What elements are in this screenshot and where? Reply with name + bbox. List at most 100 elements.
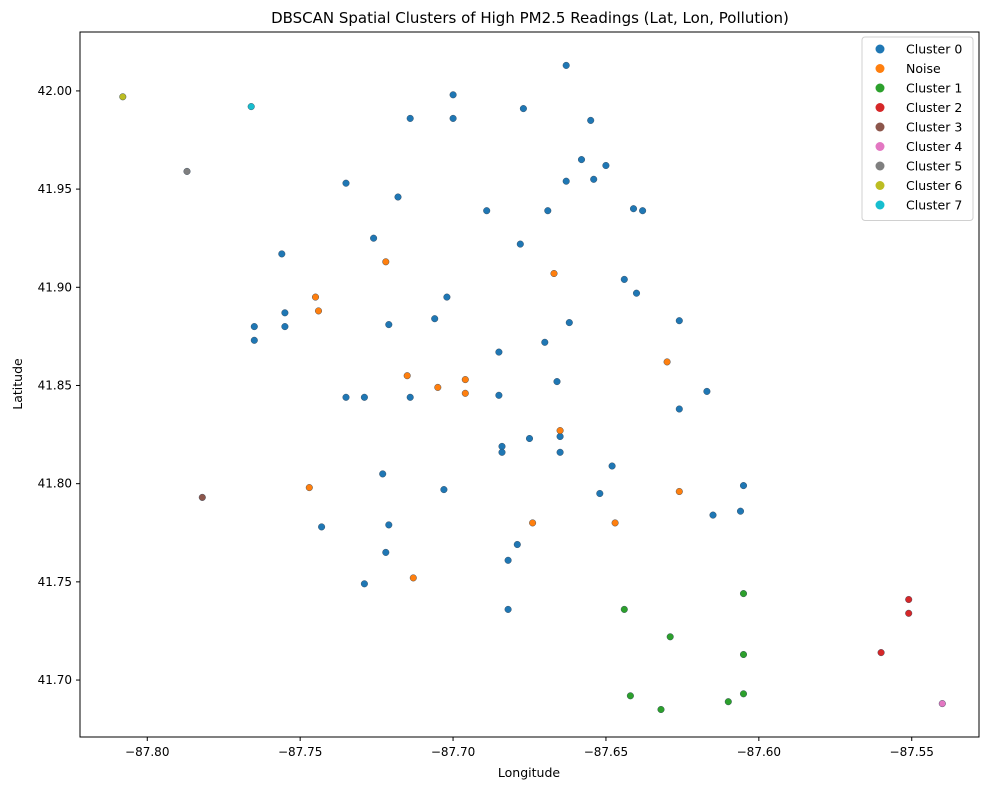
legend-label: Cluster 1 <box>906 81 962 96</box>
legend-label: Cluster 6 <box>906 178 962 193</box>
data-point <box>526 435 534 443</box>
data-point <box>590 175 598 183</box>
data-point <box>639 207 647 215</box>
x-tick-label: −87.60 <box>737 745 781 759</box>
series-cluster-2 <box>877 596 913 657</box>
data-point <box>495 348 503 356</box>
data-point <box>483 207 491 215</box>
data-point <box>633 289 641 297</box>
data-point <box>318 523 326 531</box>
data-point <box>250 323 258 331</box>
data-point <box>360 393 368 401</box>
data-point <box>740 482 748 490</box>
data-point <box>740 590 748 598</box>
data-point <box>406 114 414 122</box>
data-point <box>504 556 512 564</box>
data-point <box>663 358 671 366</box>
data-point <box>740 690 748 698</box>
data-point <box>724 698 732 706</box>
data-point <box>620 605 628 613</box>
data-point <box>382 258 390 266</box>
data-point <box>709 511 717 519</box>
legend-marker <box>875 200 885 210</box>
y-axis-label: Latitude <box>10 358 25 410</box>
data-point <box>278 250 286 258</box>
series-cluster-3 <box>198 493 206 501</box>
data-point <box>905 609 913 617</box>
data-point <box>666 633 674 641</box>
legend-marker <box>875 44 885 54</box>
series-cluster-1 <box>620 590 748 714</box>
data-point <box>431 315 439 323</box>
data-point <box>449 91 457 99</box>
x-tick-label: −87.80 <box>125 745 169 759</box>
legend-label: Cluster 7 <box>906 198 962 213</box>
data-point <box>556 448 564 456</box>
series-noise <box>305 258 683 582</box>
legend-label: Cluster 2 <box>906 100 962 115</box>
data-point <box>905 596 913 604</box>
data-point <box>409 574 417 582</box>
y-tick-label: 41.85 <box>38 378 72 392</box>
data-point <box>305 484 313 492</box>
data-point <box>498 448 506 456</box>
data-point <box>394 193 402 201</box>
legend-label: Noise <box>906 61 941 76</box>
legend-marker <box>875 64 885 73</box>
data-point <box>198 493 206 501</box>
data-point <box>434 383 442 391</box>
series-cluster-7 <box>247 103 255 111</box>
data-point <box>247 103 255 111</box>
data-point <box>385 321 393 329</box>
data-point <box>440 486 448 494</box>
data-point <box>513 541 521 549</box>
data-point <box>587 116 595 124</box>
data-point <box>877 649 885 657</box>
legend-marker <box>875 83 885 93</box>
data-point <box>553 378 561 386</box>
data-point <box>519 105 527 113</box>
data-point <box>541 338 549 346</box>
data-point <box>703 387 711 395</box>
data-point <box>608 462 616 470</box>
legend-box <box>861 36 974 221</box>
legend-label: Cluster 0 <box>906 42 962 57</box>
data-point <box>938 700 946 708</box>
legend-label: Cluster 4 <box>906 139 962 154</box>
x-axis-label: Longitude <box>498 765 560 780</box>
chart-title: DBSCAN Spatial Clusters of High PM2.5 Re… <box>271 9 789 27</box>
y-tick-label: 42.00 <box>38 84 72 98</box>
data-point <box>550 270 558 278</box>
legend-label: Cluster 5 <box>906 159 962 174</box>
data-point <box>675 405 683 413</box>
data-point <box>529 519 537 527</box>
series-cluster-5 <box>183 167 191 175</box>
data-point <box>281 323 289 331</box>
legend: Cluster 0 Noise Cluster 1 Cluster 2 Cluster … <box>861 36 974 221</box>
y-tick-label: 41.80 <box>38 477 72 491</box>
legend-marker <box>875 161 885 171</box>
data-point <box>737 507 745 515</box>
data-point <box>602 161 610 169</box>
x-tick-label: −87.65 <box>584 745 628 759</box>
data-point <box>312 293 320 301</box>
data-point <box>675 317 683 325</box>
data-point <box>556 427 564 435</box>
data-point <box>183 167 191 175</box>
data-point <box>315 307 323 315</box>
data-point <box>495 391 503 399</box>
data-point <box>449 114 457 122</box>
y-tick-label: 41.95 <box>38 182 72 196</box>
data-point <box>403 372 411 380</box>
data-point <box>379 470 387 478</box>
data-point <box>565 319 573 327</box>
data-point <box>562 177 570 185</box>
data-point <box>562 61 570 69</box>
data-point <box>382 548 390 556</box>
series-cluster-0 <box>250 61 748 613</box>
data-point <box>250 336 258 344</box>
data-point <box>119 93 127 101</box>
series-cluster-6 <box>119 93 127 101</box>
